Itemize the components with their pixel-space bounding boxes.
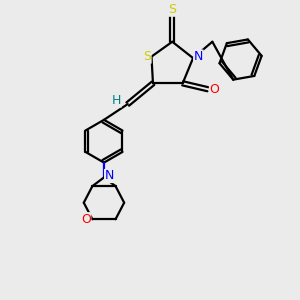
Text: O: O (209, 83, 219, 96)
Text: S: S (168, 3, 176, 16)
Text: O: O (81, 213, 91, 226)
Text: N: N (105, 169, 114, 182)
Text: N: N (194, 50, 203, 63)
Text: H: H (112, 94, 121, 107)
Text: S: S (143, 50, 151, 63)
